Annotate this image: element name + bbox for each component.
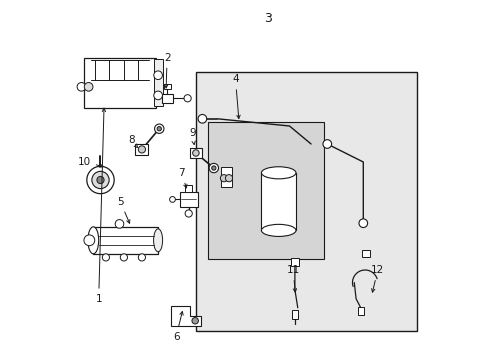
Circle shape xyxy=(120,254,127,261)
Bar xyxy=(179,192,197,207)
Ellipse shape xyxy=(261,224,295,237)
Bar xyxy=(361,250,369,257)
Bar xyxy=(185,185,192,192)
Bar xyxy=(154,59,163,106)
Text: 3: 3 xyxy=(264,12,271,24)
Circle shape xyxy=(358,219,367,228)
Circle shape xyxy=(97,176,104,184)
Bar xyxy=(208,122,323,259)
Ellipse shape xyxy=(88,227,99,254)
Bar xyxy=(93,227,158,254)
Bar xyxy=(290,258,299,266)
Bar xyxy=(221,167,231,187)
Circle shape xyxy=(92,171,109,189)
Circle shape xyxy=(138,254,145,261)
Circle shape xyxy=(84,235,95,246)
Bar xyxy=(190,148,201,158)
Text: 10: 10 xyxy=(78,157,103,167)
Circle shape xyxy=(115,220,123,228)
Circle shape xyxy=(169,197,175,202)
Bar xyxy=(357,307,364,315)
Circle shape xyxy=(77,82,85,91)
Text: 5: 5 xyxy=(117,197,129,223)
Circle shape xyxy=(154,124,163,134)
Circle shape xyxy=(102,254,109,261)
Text: 8: 8 xyxy=(127,135,137,148)
Text: 11: 11 xyxy=(286,265,299,292)
Bar xyxy=(163,84,171,89)
Circle shape xyxy=(211,166,216,170)
Circle shape xyxy=(220,175,227,182)
Text: 12: 12 xyxy=(370,265,384,292)
Bar xyxy=(196,72,416,331)
Text: 9: 9 xyxy=(188,128,195,144)
Text: 1: 1 xyxy=(95,108,105,304)
Circle shape xyxy=(183,95,191,102)
Text: 6: 6 xyxy=(172,311,183,342)
Circle shape xyxy=(157,127,161,131)
Circle shape xyxy=(153,91,162,100)
Ellipse shape xyxy=(153,229,163,252)
Bar xyxy=(84,58,156,108)
Circle shape xyxy=(138,146,145,153)
Circle shape xyxy=(225,175,232,182)
Bar xyxy=(135,144,148,155)
Circle shape xyxy=(198,114,206,123)
Circle shape xyxy=(192,318,198,324)
Circle shape xyxy=(192,150,199,156)
Text: 2: 2 xyxy=(163,53,170,88)
Text: 7: 7 xyxy=(178,168,186,188)
Bar xyxy=(261,173,295,230)
Bar xyxy=(162,94,173,103)
Circle shape xyxy=(322,140,331,148)
Polygon shape xyxy=(170,306,201,326)
Bar xyxy=(291,310,298,319)
Text: 4: 4 xyxy=(232,74,240,118)
Circle shape xyxy=(87,166,114,194)
Circle shape xyxy=(153,71,162,80)
Ellipse shape xyxy=(261,167,295,179)
Circle shape xyxy=(209,163,218,173)
Circle shape xyxy=(84,82,93,91)
Circle shape xyxy=(185,210,192,217)
